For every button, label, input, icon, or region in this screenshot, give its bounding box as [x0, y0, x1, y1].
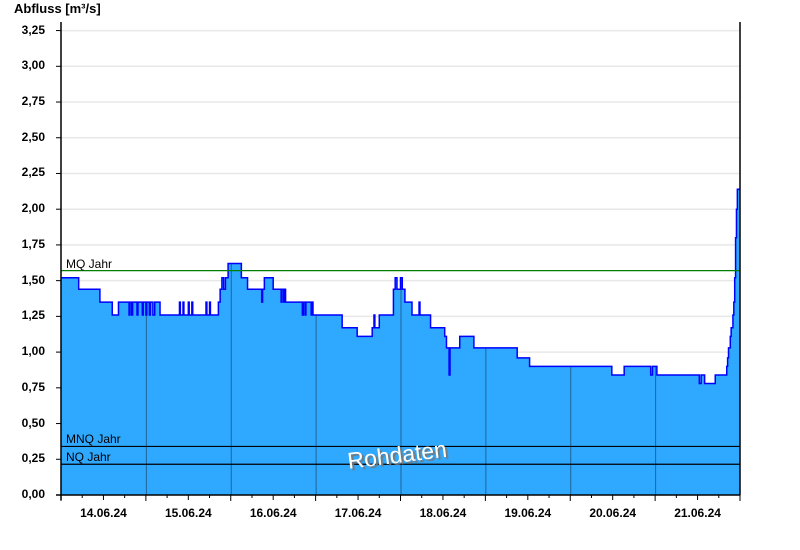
y-tick-label: 0,50 — [21, 415, 45, 430]
y-tick-label: 1,50 — [21, 272, 45, 287]
y-tick-label: 0,75 — [21, 379, 45, 394]
y-tick-label: 3,00 — [21, 58, 45, 73]
y-tick-label: 2,00 — [21, 201, 45, 216]
x-tick-label: 15.06.24 — [164, 506, 212, 520]
x-tick-label: 21.06.24 — [674, 506, 721, 520]
y-tick-label: 1,25 — [21, 308, 45, 323]
y-axis-title: Abfluss [m³/s] — [14, 1, 101, 16]
reference-label: MNQ Jahr — [66, 432, 121, 447]
x-tick-label: 14.06.24 — [80, 506, 127, 520]
x-tick-label: 20.06.24 — [589, 506, 637, 520]
x-tick-label: 19.06.24 — [504, 506, 552, 520]
y-tick-label: 2,50 — [21, 129, 45, 144]
y-tick-label: 2,75 — [21, 94, 45, 109]
reference-label: MQ Jahr — [66, 256, 113, 271]
discharge-line — [61, 188, 740, 385]
reference-label: NQ Jahr — [66, 450, 111, 465]
y-tick-label: 1,75 — [21, 236, 45, 251]
x-tick-label: 16.06.24 — [249, 506, 297, 520]
y-tick-label: 0,00 — [21, 487, 45, 501]
y-tick-label: 3,25 — [21, 22, 45, 37]
y-tick-label: 0,25 — [21, 451, 45, 466]
y-tick-label: 2,25 — [21, 165, 45, 180]
x-tick-label: 17.06.24 — [334, 506, 382, 520]
y-tick-label: 1,00 — [21, 344, 45, 359]
x-tick-label: 18.06.24 — [419, 506, 467, 520]
